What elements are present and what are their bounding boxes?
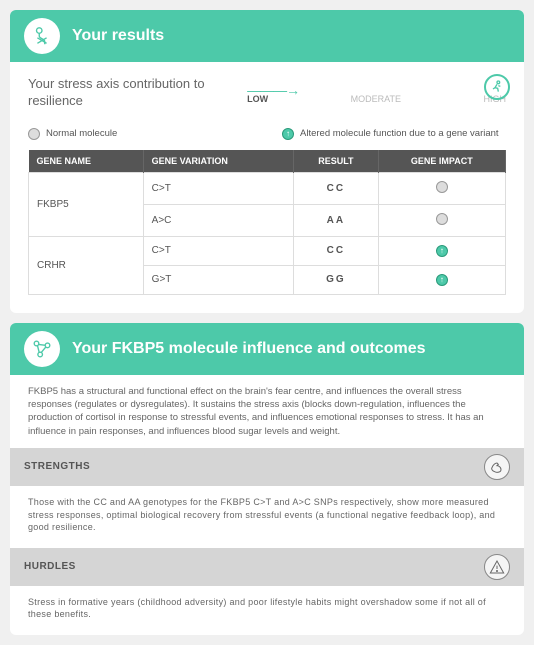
table-row: FKBP5 C>T CC xyxy=(29,172,506,204)
cell-impact: ↑ xyxy=(378,236,505,265)
legend-altered-label: Altered molecule function due to a gene … xyxy=(300,128,499,139)
results-title: Your results xyxy=(72,27,164,45)
hurdles-text: Stress in formative years (childhood adv… xyxy=(10,586,524,635)
impact-normal-icon xyxy=(436,213,448,225)
flex-icon xyxy=(484,454,510,480)
cell-impact xyxy=(378,204,505,236)
impact-altered-icon: ↑ xyxy=(436,245,448,257)
fkbp5-header: Your FKBP5 molecule influence and outcom… xyxy=(10,323,524,375)
table-row: CRHR C>T CC ↑ xyxy=(29,236,506,265)
cell-result: AA xyxy=(294,204,379,236)
normal-dot-icon xyxy=(28,128,40,140)
results-card: Your results Your stress axis contributi… xyxy=(10,10,524,313)
legend-row: Normal molecule ↑ Altered molecule funct… xyxy=(10,118,524,150)
cell-gene: CRHR xyxy=(29,236,144,294)
run-icon xyxy=(484,74,510,100)
legend-normal-label: Normal molecule xyxy=(46,128,117,139)
results-header: Your results xyxy=(10,10,524,62)
strengths-label: STRENGTHS xyxy=(24,461,90,472)
legend-altered: ↑ Altered molecule function due to a gen… xyxy=(282,128,506,140)
arrow-icon: ———→ xyxy=(247,82,299,98)
hurdles-header: HURDLES xyxy=(10,548,524,586)
th-gene-name: GENE NAME xyxy=(29,150,144,173)
cell-variation: C>T xyxy=(143,172,293,204)
cell-variation: C>T xyxy=(143,236,293,265)
impact-normal-icon xyxy=(436,181,448,193)
cell-variation: G>T xyxy=(143,265,293,294)
altered-dot-icon: ↑ xyxy=(282,128,294,140)
fkbp5-intro: FKBP5 has a structural and functional ef… xyxy=(10,375,524,448)
hurdles-label: HURDLES xyxy=(24,561,76,572)
strengths-header: STRENGTHS xyxy=(10,448,524,486)
cell-gene: FKBP5 xyxy=(29,172,144,236)
results-subtitle: Your stress axis contribution to resilie… xyxy=(28,76,227,110)
scale-moderate: MODERATE xyxy=(351,94,401,104)
table-header-row: GENE NAME GENE VARIATION RESULT GENE IMP… xyxy=(29,150,506,173)
dna-icon xyxy=(24,18,60,54)
impact-altered-icon: ↑ xyxy=(436,274,448,286)
cell-result: CC xyxy=(294,172,379,204)
molecule-icon xyxy=(24,331,60,367)
cell-variation: A>C xyxy=(143,204,293,236)
cell-impact: ↑ xyxy=(378,265,505,294)
results-sub-row: Your stress axis contribution to resilie… xyxy=(10,62,524,118)
resilience-scale: ———→ LOW MODERATE HIGH xyxy=(247,82,506,104)
th-gene-impact: GENE IMPACT xyxy=(378,150,505,173)
warning-icon xyxy=(484,554,510,580)
fkbp5-title: Your FKBP5 molecule influence and outcom… xyxy=(72,340,426,358)
cell-result: GG xyxy=(294,265,379,294)
fkbp5-card: Your FKBP5 molecule influence and outcom… xyxy=(10,323,524,635)
cell-impact xyxy=(378,172,505,204)
cell-result: CC xyxy=(294,236,379,265)
gene-table: GENE NAME GENE VARIATION RESULT GENE IMP… xyxy=(28,150,506,295)
legend-normal: Normal molecule xyxy=(28,128,252,140)
th-result: RESULT xyxy=(294,150,379,173)
strengths-text: Those with the CC and AA genotypes for t… xyxy=(10,486,524,548)
th-gene-variation: GENE VARIATION xyxy=(143,150,293,173)
